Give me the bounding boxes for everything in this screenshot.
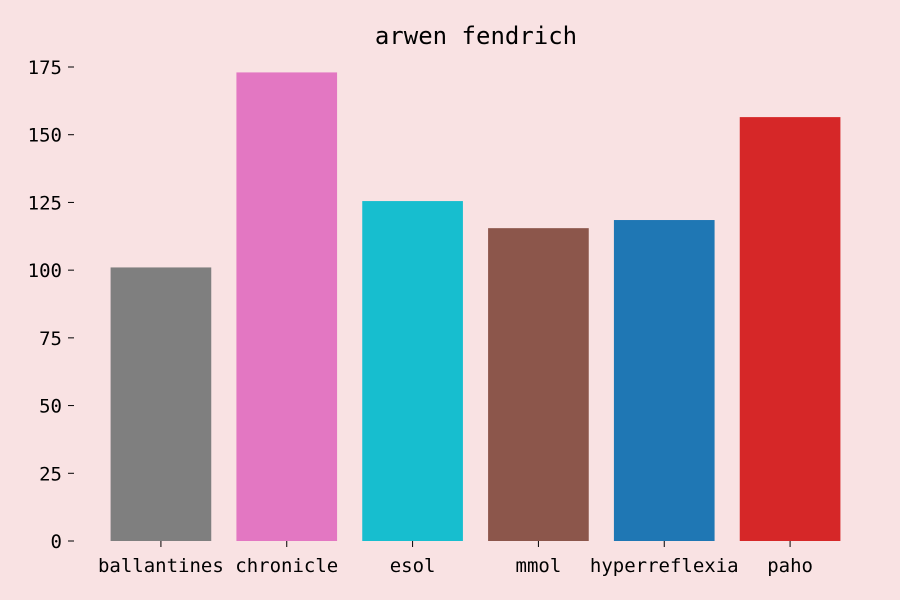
y-axis: 0 25 50 75 100 125 150 175 <box>28 57 74 553</box>
y-tick-label: 50 <box>39 396 62 418</box>
x-axis: ballantines chronicle esol mmol hyperreflexi… <box>98 541 813 577</box>
bar-chronicle <box>236 72 338 541</box>
x-tick-label: paho <box>767 555 813 577</box>
y-tick-label: 175 <box>28 57 62 79</box>
y-tick-label: 75 <box>39 328 62 350</box>
x-tick-label: mmol <box>516 555 562 577</box>
y-tick-label: 150 <box>28 125 62 147</box>
x-tick-label: chronicle <box>235 555 338 577</box>
x-tick-label: ballantines <box>98 555 224 577</box>
y-tick-label: 125 <box>28 192 62 214</box>
bar-mmol <box>488 228 589 541</box>
bars-group <box>110 72 841 541</box>
bar-paho <box>739 117 841 541</box>
y-tick-label: 0 <box>51 531 62 553</box>
bar-esol <box>362 201 463 541</box>
y-tick-label: 100 <box>28 260 62 282</box>
y-tick-label: 25 <box>39 463 62 485</box>
chart-title: arwen fendrich <box>375 22 577 50</box>
bar-hyperreflexia <box>613 220 715 541</box>
bar-ballantines <box>110 267 212 541</box>
x-tick-label: esol <box>390 555 436 577</box>
x-tick-label: hyperreflexia <box>590 555 739 577</box>
